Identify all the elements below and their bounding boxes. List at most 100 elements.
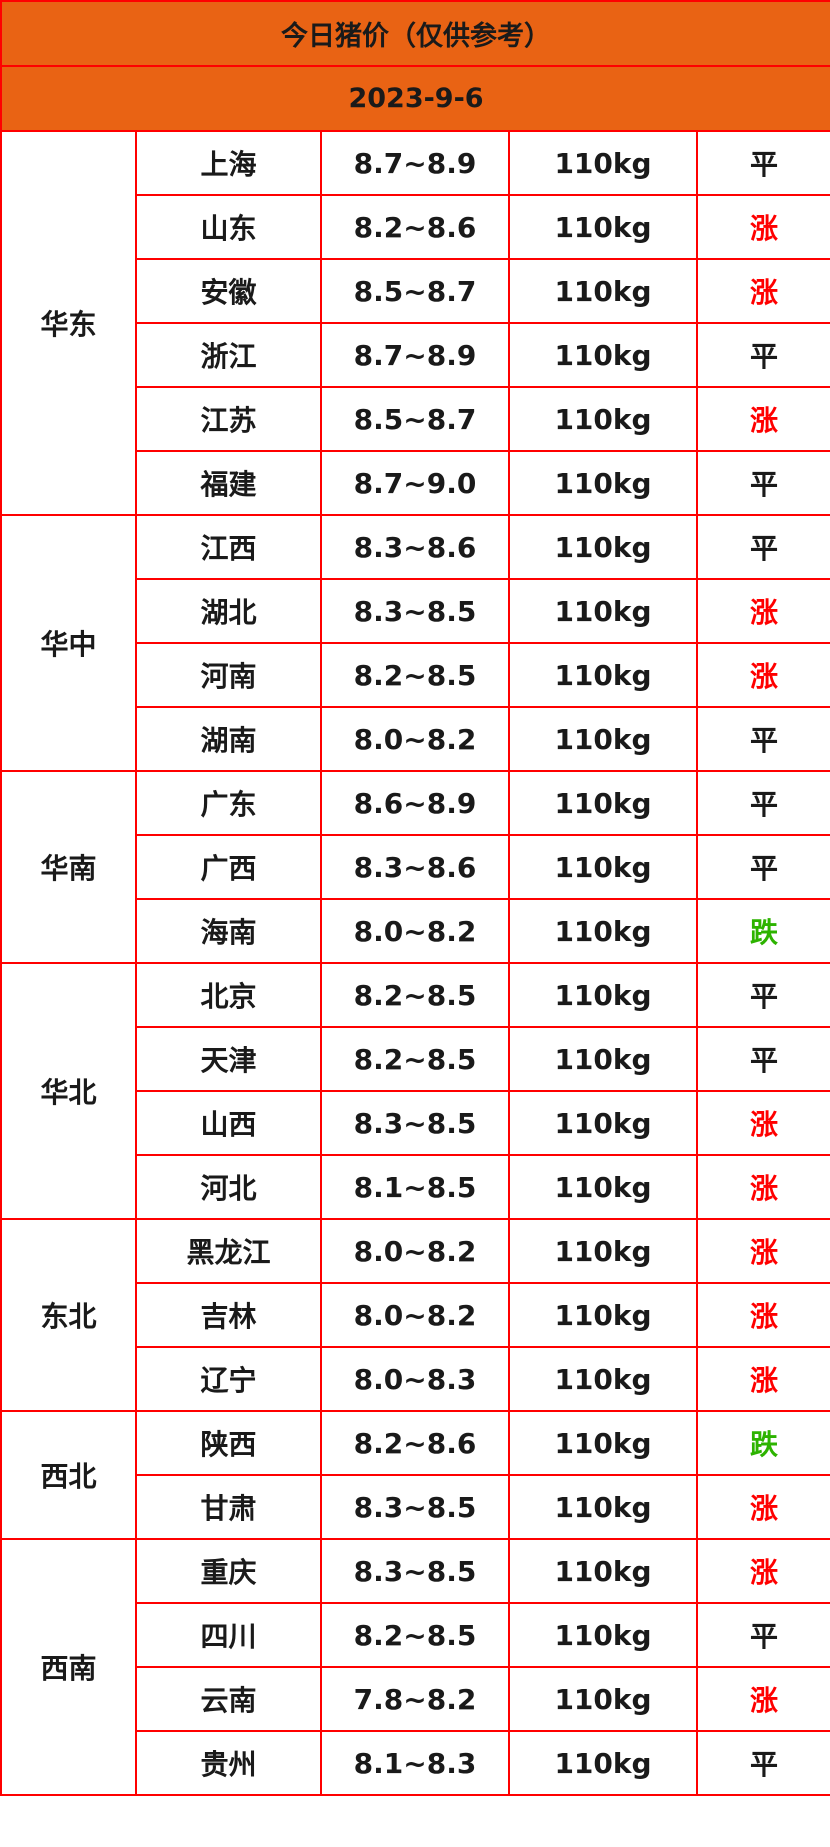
price-cell: 8.2~8.5 xyxy=(320,1602,510,1668)
price-cell: 8.0~8.2 xyxy=(320,898,510,964)
weight-cell: 110kg xyxy=(508,642,698,708)
table-row: 甘肃 8.3~8.5 110kg 涨 xyxy=(1,1474,830,1540)
province-cell: 江苏 xyxy=(135,386,322,452)
trend-cell: 跌 xyxy=(695,1410,830,1476)
trend-cell: 涨 xyxy=(695,642,830,708)
trend-cell: 平 xyxy=(695,770,830,836)
table-title: 今日猪价（仅供参考） xyxy=(0,0,830,67)
table-row: 福建 8.7~9.0 110kg 平 xyxy=(1,450,830,516)
table-row: 辽宁 8.0~8.3 110kg 涨 xyxy=(1,1346,830,1412)
table-row: 浙江 8.7~8.9 110kg 平 xyxy=(1,322,830,388)
table-row: 东北 黑龙江 8.0~8.2 110kg 涨 xyxy=(0,1218,830,1412)
table-row: 天津 8.2~8.5 110kg 平 xyxy=(1,1026,830,1092)
price-cell: 8.1~8.5 xyxy=(320,1154,510,1220)
province-cell: 江西 xyxy=(135,514,322,580)
region-cell: 华东 xyxy=(0,130,137,516)
trend-cell: 涨 xyxy=(695,1538,830,1604)
price-cell: 7.8~8.2 xyxy=(320,1666,510,1732)
price-cell: 8.3~8.5 xyxy=(320,1474,510,1540)
price-cell: 8.5~8.7 xyxy=(320,386,510,452)
trend-cell: 平 xyxy=(695,130,830,196)
trend-cell: 涨 xyxy=(695,194,830,260)
trend-cell: 平 xyxy=(695,834,830,900)
price-cell: 8.7~9.0 xyxy=(320,450,510,516)
trend-cell: 涨 xyxy=(695,1218,830,1284)
province-cell: 山东 xyxy=(135,194,322,260)
trend-cell: 涨 xyxy=(695,1090,830,1156)
weight-cell: 110kg xyxy=(508,1730,698,1796)
trend-cell: 平 xyxy=(695,706,830,772)
province-cell: 贵州 xyxy=(135,1730,322,1796)
table-row: 西南 重庆 8.3~8.5 110kg 涨 xyxy=(0,1538,830,1796)
weight-cell: 110kg xyxy=(508,322,698,388)
weight-cell: 110kg xyxy=(508,578,698,644)
price-cell: 8.3~8.5 xyxy=(320,1090,510,1156)
weight-cell: 110kg xyxy=(508,834,698,900)
trend-cell: 平 xyxy=(695,1730,830,1796)
table-row: 江苏 8.5~8.7 110kg 涨 xyxy=(1,386,830,452)
trend-cell: 平 xyxy=(695,450,830,516)
table-row: 华南 广东 8.6~8.9 110kg 平 xyxy=(0,770,830,964)
trend-cell: 涨 xyxy=(695,386,830,452)
weight-cell: 110kg xyxy=(508,386,698,452)
trend-cell: 涨 xyxy=(695,1346,830,1412)
weight-cell: 110kg xyxy=(508,770,698,836)
province-cell: 吉林 xyxy=(135,1282,322,1348)
trend-cell: 涨 xyxy=(695,1282,830,1348)
trend-cell: 平 xyxy=(695,962,830,1028)
table-row: 山东 8.2~8.6 110kg 涨 xyxy=(1,194,830,260)
price-cell: 8.3~8.5 xyxy=(320,1538,510,1604)
trend-cell: 平 xyxy=(695,322,830,388)
weight-cell: 110kg xyxy=(508,1026,698,1092)
price-cell: 8.3~8.5 xyxy=(320,578,510,644)
table-row: 华东 上海 8.7~8.9 110kg 平 xyxy=(0,130,830,516)
table-row: 云南 7.8~8.2 110kg 涨 xyxy=(1,1666,830,1732)
price-cell: 8.6~8.9 xyxy=(320,770,510,836)
trend-cell: 涨 xyxy=(695,578,830,644)
weight-cell: 110kg xyxy=(508,1410,698,1476)
province-cell: 福建 xyxy=(135,450,322,516)
price-cell: 8.0~8.2 xyxy=(320,1218,510,1284)
weight-cell: 110kg xyxy=(508,1090,698,1156)
table-row: 贵州 8.1~8.3 110kg 平 xyxy=(1,1730,830,1796)
trend-cell: 平 xyxy=(695,514,830,580)
province-cell: 黑龙江 xyxy=(135,1218,322,1284)
province-cell: 河北 xyxy=(135,1154,322,1220)
trend-cell: 涨 xyxy=(695,258,830,324)
weight-cell: 110kg xyxy=(508,450,698,516)
province-cell: 云南 xyxy=(135,1666,322,1732)
price-cell: 8.5~8.7 xyxy=(320,258,510,324)
trend-cell: 涨 xyxy=(695,1154,830,1220)
weight-cell: 110kg xyxy=(508,258,698,324)
trend-cell: 平 xyxy=(695,1602,830,1668)
table-row: 西北 陕西 8.2~8.6 110kg 跌 xyxy=(0,1410,830,1540)
weight-cell: 110kg xyxy=(508,1282,698,1348)
province-cell: 陕西 xyxy=(135,1410,322,1476)
table-row: 河南 8.2~8.5 110kg 涨 xyxy=(1,642,830,708)
price-cell: 8.7~8.9 xyxy=(320,322,510,388)
weight-cell: 110kg xyxy=(508,1602,698,1668)
province-cell: 广西 xyxy=(135,834,322,900)
region-cell: 西南 xyxy=(0,1538,137,1796)
province-cell: 河南 xyxy=(135,642,322,708)
region-cell: 华南 xyxy=(0,770,137,964)
region-cell: 西北 xyxy=(0,1410,137,1540)
trend-cell: 涨 xyxy=(695,1474,830,1540)
province-cell: 四川 xyxy=(135,1602,322,1668)
date-row: 2023-9-6 xyxy=(0,65,830,132)
weight-cell: 110kg xyxy=(508,1154,698,1220)
price-cell: 8.2~8.5 xyxy=(320,1026,510,1092)
price-cell: 8.3~8.6 xyxy=(320,834,510,900)
price-cell: 8.2~8.6 xyxy=(320,1410,510,1476)
table-row: 安徽 8.5~8.7 110kg 涨 xyxy=(1,258,830,324)
table-row: 湖南 8.0~8.2 110kg 平 xyxy=(1,706,830,772)
weight-cell: 110kg xyxy=(508,130,698,196)
table-row: 四川 8.2~8.5 110kg 平 xyxy=(1,1602,830,1668)
weight-cell: 110kg xyxy=(508,194,698,260)
price-cell: 8.2~8.6 xyxy=(320,194,510,260)
weight-cell: 110kg xyxy=(508,962,698,1028)
province-cell: 辽宁 xyxy=(135,1346,322,1412)
price-cell: 8.3~8.6 xyxy=(320,514,510,580)
weight-cell: 110kg xyxy=(508,1538,698,1604)
price-cell: 8.0~8.2 xyxy=(320,706,510,772)
